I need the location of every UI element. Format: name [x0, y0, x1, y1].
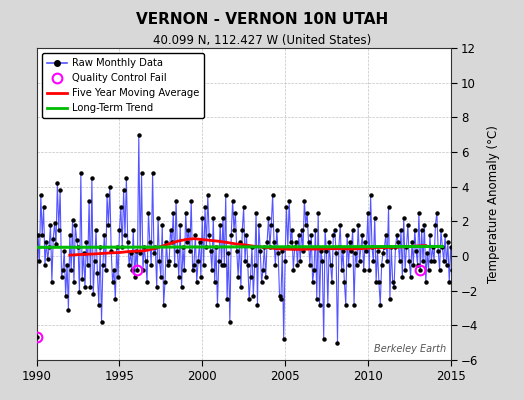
Text: 40.099 N, 112.427 W (United States): 40.099 N, 112.427 W (United States) [153, 34, 371, 47]
Y-axis label: Temperature Anomaly (°C): Temperature Anomaly (°C) [487, 125, 500, 283]
Text: VERNON - VERNON 10N UTAH: VERNON - VERNON 10N UTAH [136, 12, 388, 27]
Legend: Raw Monthly Data, Quality Control Fail, Five Year Moving Average, Long-Term Tren: Raw Monthly Data, Quality Control Fail, … [42, 53, 204, 118]
Text: Berkeley Earth: Berkeley Earth [374, 344, 446, 354]
